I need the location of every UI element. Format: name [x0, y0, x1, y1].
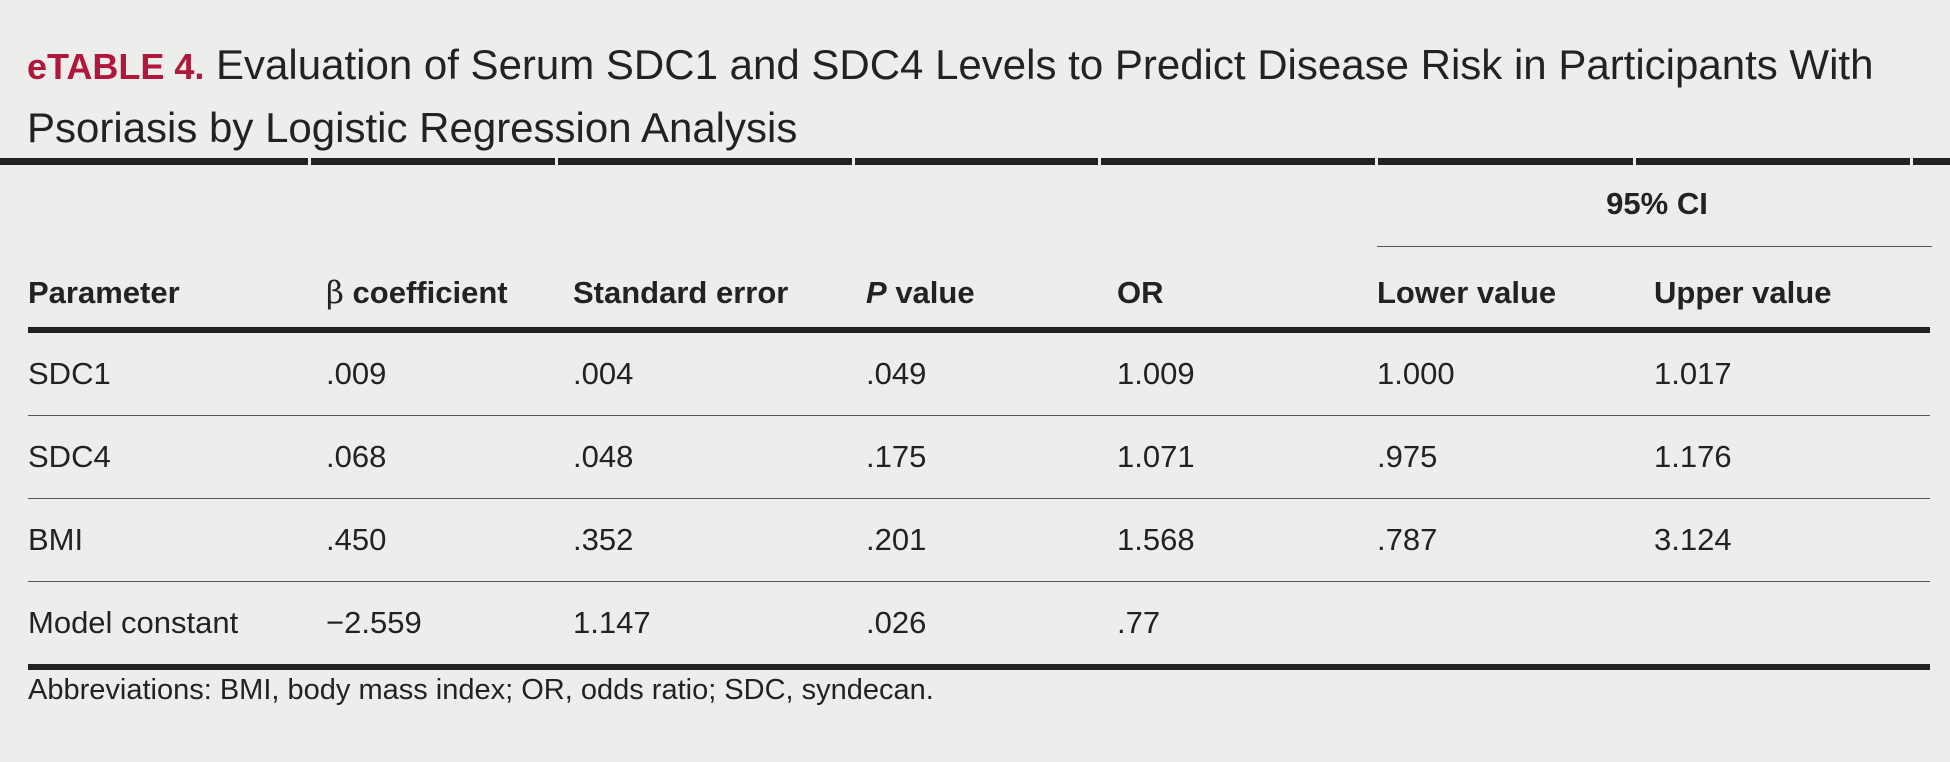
cell-parameter: SDC4: [28, 415, 326, 499]
top-rule: [0, 158, 1950, 165]
rule-gap: [1633, 158, 1636, 165]
table-title: eTABLE 4. Evaluation of Serum SDC1 and S…: [27, 34, 1907, 158]
ci-rule: [1377, 246, 1932, 247]
col-header-standard-error: Standard error: [573, 256, 866, 333]
rule-gap: [852, 158, 855, 165]
col-header-p-value: P value: [866, 256, 1117, 333]
cell-beta: .068: [326, 415, 573, 499]
p-letter: P: [866, 274, 887, 310]
cell-p: .049: [866, 330, 1117, 416]
col-header-beta: β coefficient: [326, 256, 573, 333]
beta-label: coefficient: [352, 274, 508, 310]
cell-p: .175: [866, 415, 1117, 499]
cell-lower: [1377, 581, 1654, 670]
table-label: eTABLE 4.: [27, 46, 205, 87]
regression-table: Parameter β coefficient Standard error P…: [28, 256, 1930, 670]
cell-parameter: SDC1: [28, 330, 326, 416]
rule-gap: [1910, 158, 1913, 165]
cell-parameter: BMI: [28, 498, 326, 582]
cell-upper: [1654, 581, 1930, 670]
col-header-or: OR: [1117, 256, 1377, 333]
cell-parameter: Model constant: [28, 581, 326, 670]
col-header-lower: Lower value: [1377, 256, 1654, 333]
cell-lower: 1.000: [1377, 330, 1654, 416]
cell-lower: .975: [1377, 415, 1654, 499]
p-label: value: [895, 274, 975, 310]
beta-symbol: β: [326, 274, 344, 311]
rule-gap: [1375, 158, 1378, 165]
table-title-text: Evaluation of Serum SDC1 and SDC4 Levels…: [27, 41, 1874, 151]
cell-beta: −2.559: [326, 581, 573, 670]
table-row: SDC4 .068 .048 .175 1.071 .975 1.176: [28, 415, 1930, 499]
cell-upper: 1.176: [1654, 415, 1930, 499]
cell-se: .004: [573, 330, 866, 416]
cell-beta: .009: [326, 330, 573, 416]
cell-or: 1.071: [1117, 415, 1377, 499]
ci-header: 95% CI: [1377, 182, 1937, 247]
cell-or: 1.568: [1117, 498, 1377, 582]
cell-upper: 3.124: [1654, 498, 1930, 582]
header-row: Parameter β coefficient Standard error P…: [28, 256, 1930, 333]
col-header-upper: Upper value: [1654, 256, 1930, 333]
cell-upper: 1.017: [1654, 330, 1930, 416]
ci-label: 95% CI: [1606, 186, 1708, 221]
rule-gap: [555, 158, 558, 165]
cell-or: .77: [1117, 581, 1377, 670]
cell-se: .048: [573, 415, 866, 499]
cell-se: .352: [573, 498, 866, 582]
table-row: BMI .450 .352 .201 1.568 .787 3.124: [28, 498, 1930, 582]
rule-gap: [1098, 158, 1101, 165]
cell-lower: .787: [1377, 498, 1654, 582]
table-row: SDC1 .009 .004 .049 1.009 1.000 1.017: [28, 330, 1930, 416]
col-header-parameter: Parameter: [28, 256, 326, 333]
rule-gap: [308, 158, 311, 165]
footnote: Abbreviations: BMI, body mass index; OR,…: [28, 674, 934, 706]
cell-or: 1.009: [1117, 330, 1377, 416]
cell-beta: .450: [326, 498, 573, 582]
cell-se: 1.147: [573, 581, 866, 670]
table-row: Model constant −2.559 1.147 .026 .77: [28, 581, 1930, 670]
cell-p: .201: [866, 498, 1117, 582]
cell-p: .026: [866, 581, 1117, 670]
